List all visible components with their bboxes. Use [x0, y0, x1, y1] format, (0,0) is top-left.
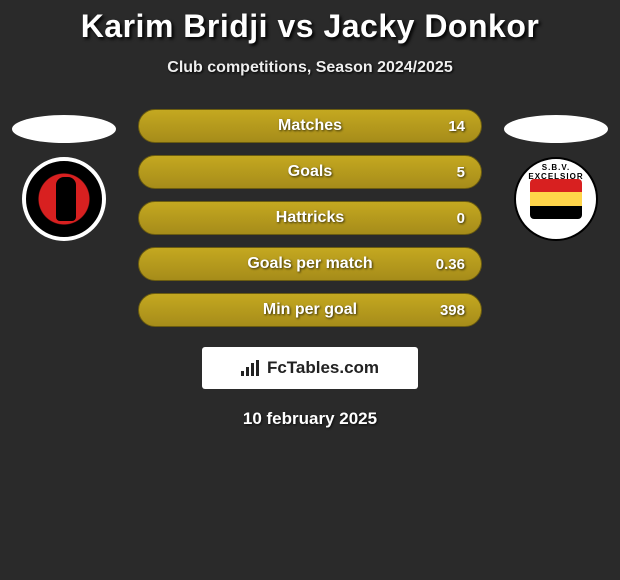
branding-link[interactable]: FcTables.com	[202, 347, 418, 389]
stat-row-min-per-goal: Min per goal 398	[138, 293, 482, 327]
date-label: 10 february 2025	[0, 409, 620, 429]
stat-value: 0	[457, 210, 465, 227]
player-photo-placeholder-left	[12, 115, 116, 143]
stats-list: Matches 14 Goals 5 Hattricks 0 Goals per…	[138, 109, 482, 327]
stat-row-hattricks: Hattricks 0	[138, 201, 482, 235]
stat-label: Matches	[278, 117, 342, 135]
branding-text: FcTables.com	[267, 358, 379, 378]
stat-row-goals: Goals 5	[138, 155, 482, 189]
right-player-column: S.B.V. EXCELSIOR	[500, 115, 612, 241]
club-logo-right: S.B.V. EXCELSIOR	[514, 157, 598, 241]
stat-label: Goals	[288, 163, 332, 181]
bar-chart-icon	[241, 360, 261, 376]
club-logo-left	[22, 157, 106, 241]
stat-row-goals-per-match: Goals per match 0.36	[138, 247, 482, 281]
stat-value: 398	[440, 302, 465, 319]
stat-label: Hattricks	[276, 209, 344, 227]
stat-value: 14	[448, 118, 465, 135]
stat-label: Min per goal	[263, 301, 357, 319]
stat-label: Goals per match	[247, 255, 372, 273]
stat-value: 5	[457, 164, 465, 181]
page-subtitle: Club competitions, Season 2024/2025	[0, 59, 620, 77]
comparison-card: Karim Bridji vs Jacky Donkor Club compet…	[0, 0, 620, 429]
stat-value: 0.36	[436, 256, 465, 273]
main-row: Matches 14 Goals 5 Hattricks 0 Goals per…	[0, 115, 620, 327]
left-player-column	[8, 115, 120, 241]
stat-row-matches: Matches 14	[138, 109, 482, 143]
page-title: Karim Bridji vs Jacky Donkor	[0, 8, 620, 45]
player-photo-placeholder-right	[504, 115, 608, 143]
club-logo-right-flag	[530, 179, 582, 219]
